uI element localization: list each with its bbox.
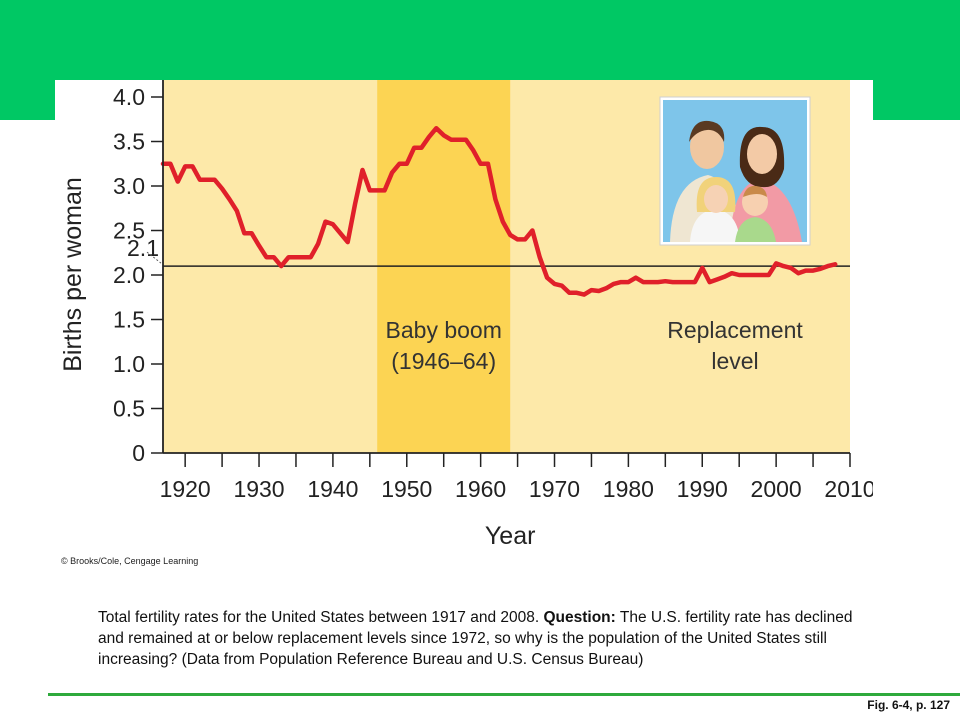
copyright-credit: © Brooks/Cole, Cengage Learning bbox=[61, 556, 199, 566]
x-tick-label: 1940 bbox=[307, 476, 358, 502]
y-tick-label: 0.5 bbox=[113, 396, 145, 422]
bottom-rule bbox=[48, 693, 960, 696]
replacement-level-label: level bbox=[711, 348, 758, 374]
x-tick-label: 1960 bbox=[455, 476, 506, 502]
x-tick-label: 2000 bbox=[751, 476, 802, 502]
y-tick-label: 4.0 bbox=[113, 84, 145, 110]
baby-outfit bbox=[735, 217, 776, 242]
figure-reference: Fig. 6-4, p. 127 bbox=[867, 698, 950, 712]
y-tick-label: 2.0 bbox=[113, 262, 145, 288]
fertility-series-line bbox=[160, 125, 838, 297]
father-hair bbox=[689, 120, 725, 142]
y-tick-label: 3.0 bbox=[113, 173, 145, 199]
figure-caption: Total fertility rates for the United Sta… bbox=[98, 607, 878, 670]
x-tick-label: 2010 bbox=[824, 476, 873, 502]
x-tick-label: 1990 bbox=[677, 476, 728, 502]
girl-face bbox=[704, 185, 728, 213]
fertility-chart: 0 0.5 1.0 1.5 2.0 2.5 3.0 3.5 4.0 1920 1930 1940 195… bbox=[59, 80, 873, 550]
y-tick-label: 3.5 bbox=[113, 129, 145, 155]
x-tick-label: 1950 bbox=[381, 476, 432, 502]
caption-question: The U.S. fertility rate has declined and… bbox=[98, 609, 853, 668]
y-axis-title: Births per woman bbox=[59, 177, 87, 372]
caption-intro: Total fertility rates for the United Sta… bbox=[98, 609, 540, 626]
baby-boom-years-label: (1946–64) bbox=[391, 348, 496, 374]
father-face bbox=[690, 125, 724, 169]
y-tick-label: 0 bbox=[132, 440, 145, 466]
girl-dress bbox=[690, 209, 740, 242]
family-photo bbox=[659, 96, 811, 246]
replacement-value-leader bbox=[146, 251, 162, 264]
caption-question-label: Question: bbox=[543, 609, 616, 626]
figure: 0 0.5 1.0 1.5 2.0 2.5 3.0 3.5 4.0 1920 1930 1940 195… bbox=[55, 80, 873, 570]
mother-face bbox=[747, 134, 777, 174]
x-tick-label: 1930 bbox=[233, 476, 284, 502]
y-tick-label: 1.0 bbox=[113, 351, 145, 377]
y-tick-label: 2.5 bbox=[113, 218, 145, 244]
x-tick-label: 1920 bbox=[160, 476, 211, 502]
y-tick-label: 1.5 bbox=[113, 307, 145, 333]
replacement-label: Replacement bbox=[667, 317, 803, 343]
baby-boom-label: Baby boom bbox=[386, 317, 502, 343]
baby-hair bbox=[743, 185, 767, 197]
x-axis-title: Year bbox=[485, 522, 536, 550]
x-tick-label: 1970 bbox=[529, 476, 580, 502]
x-tick-label: 1980 bbox=[603, 476, 654, 502]
